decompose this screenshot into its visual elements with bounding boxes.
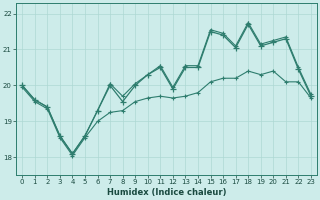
X-axis label: Humidex (Indice chaleur): Humidex (Indice chaleur): [107, 188, 226, 197]
